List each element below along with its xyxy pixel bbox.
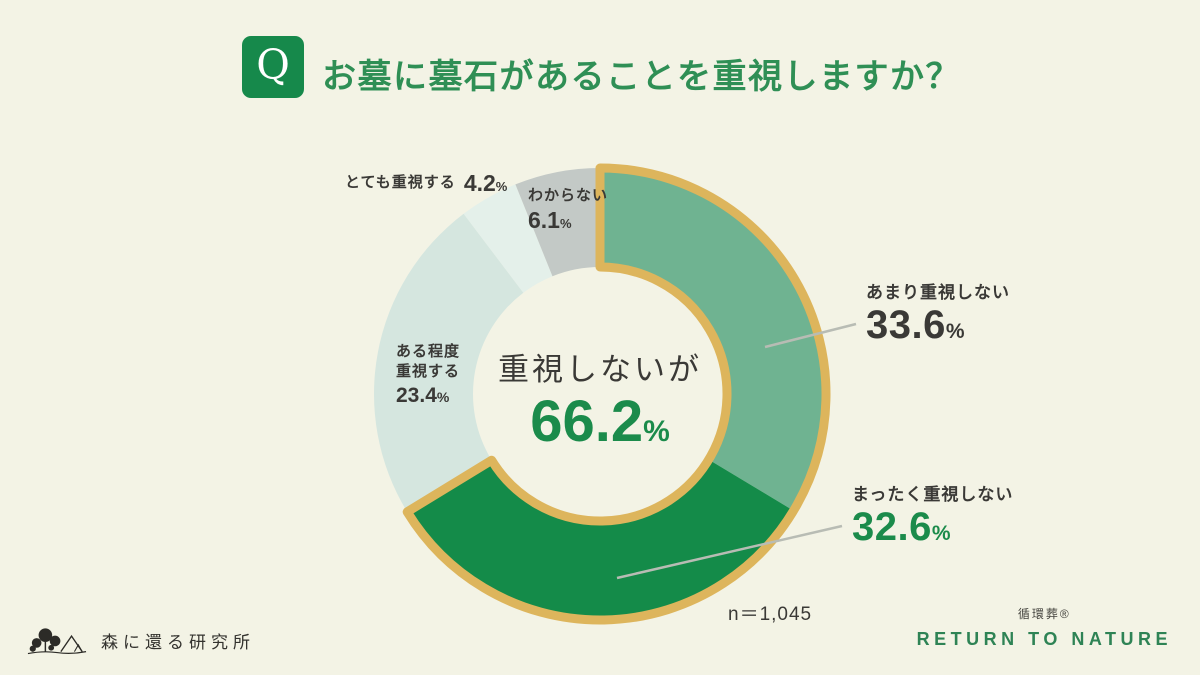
organization-name: 森に還る研究所 bbox=[101, 632, 255, 653]
donut-segment-1 bbox=[407, 459, 794, 620]
percent-sign: % bbox=[931, 522, 952, 546]
percent-sign: % bbox=[945, 320, 966, 344]
center-value: 66.2% bbox=[530, 389, 670, 454]
callout-value: 33.6% bbox=[866, 303, 966, 348]
leader-line-amari bbox=[764, 322, 857, 349]
percent-sign: % bbox=[559, 216, 572, 232]
callout-value: 32.6% bbox=[852, 505, 952, 550]
callout-label: まったく重視しない bbox=[852, 485, 1014, 504]
callout-amari-juushishinai: あまり重視しない 33.6% bbox=[866, 283, 1010, 347]
center-label: 重視しないが bbox=[498, 352, 702, 387]
footer-left-logo: 森に還る研究所 bbox=[26, 622, 255, 658]
callout-label: わからない bbox=[528, 187, 609, 204]
question-badge: Q bbox=[242, 36, 304, 98]
callout-value: 6.1% bbox=[528, 207, 572, 234]
leader-line-mattaku bbox=[616, 524, 843, 580]
callout-mattaku-juushishinai: まったく重視しない 32.6% bbox=[852, 485, 1013, 549]
percent-sign: % bbox=[643, 415, 670, 448]
donut-segment-4 bbox=[515, 168, 600, 277]
percent-sign: % bbox=[495, 179, 508, 194]
footer-right-brand: 循環葬® RETURN TO NATURE bbox=[917, 605, 1172, 650]
forest-logo-icon bbox=[27, 628, 87, 655]
percent-sign: % bbox=[436, 388, 450, 405]
callout-aruteido-juushisuru: ある程度 重視する 23.4% bbox=[396, 342, 460, 408]
brand-name-japanese: 循環葬® bbox=[1017, 607, 1071, 621]
donut-chart bbox=[374, 163, 857, 625]
callout-label: とても重視する bbox=[345, 173, 456, 191]
donut-segment-3 bbox=[463, 184, 553, 293]
callout-totemo-juushisuru: とても重視する 4.2% bbox=[345, 172, 507, 195]
donut-center-summary: 重視しないが 66.2% bbox=[498, 344, 702, 451]
callout-label-line1: ある程度 bbox=[396, 343, 461, 360]
callout-value: 23.4% bbox=[396, 383, 450, 407]
page-title: お墓に墓石があることを重視しますか？ bbox=[322, 58, 961, 96]
callout-value: 4.2% bbox=[463, 170, 508, 196]
donut-segment-0 bbox=[600, 168, 826, 511]
callout-wakaranai: わからない 6.1% bbox=[528, 186, 608, 232]
callout-label-line2: 重視する bbox=[396, 363, 461, 381]
callout-label: あまり重視しない bbox=[866, 283, 1010, 302]
q-letter: Q bbox=[256, 40, 290, 89]
donut-segment-2 bbox=[374, 213, 524, 512]
highlight-outline bbox=[402, 163, 831, 625]
brand-name-english: RETURN TO NATURE bbox=[916, 629, 1172, 649]
sample-size: n＝1,045 bbox=[728, 604, 813, 625]
